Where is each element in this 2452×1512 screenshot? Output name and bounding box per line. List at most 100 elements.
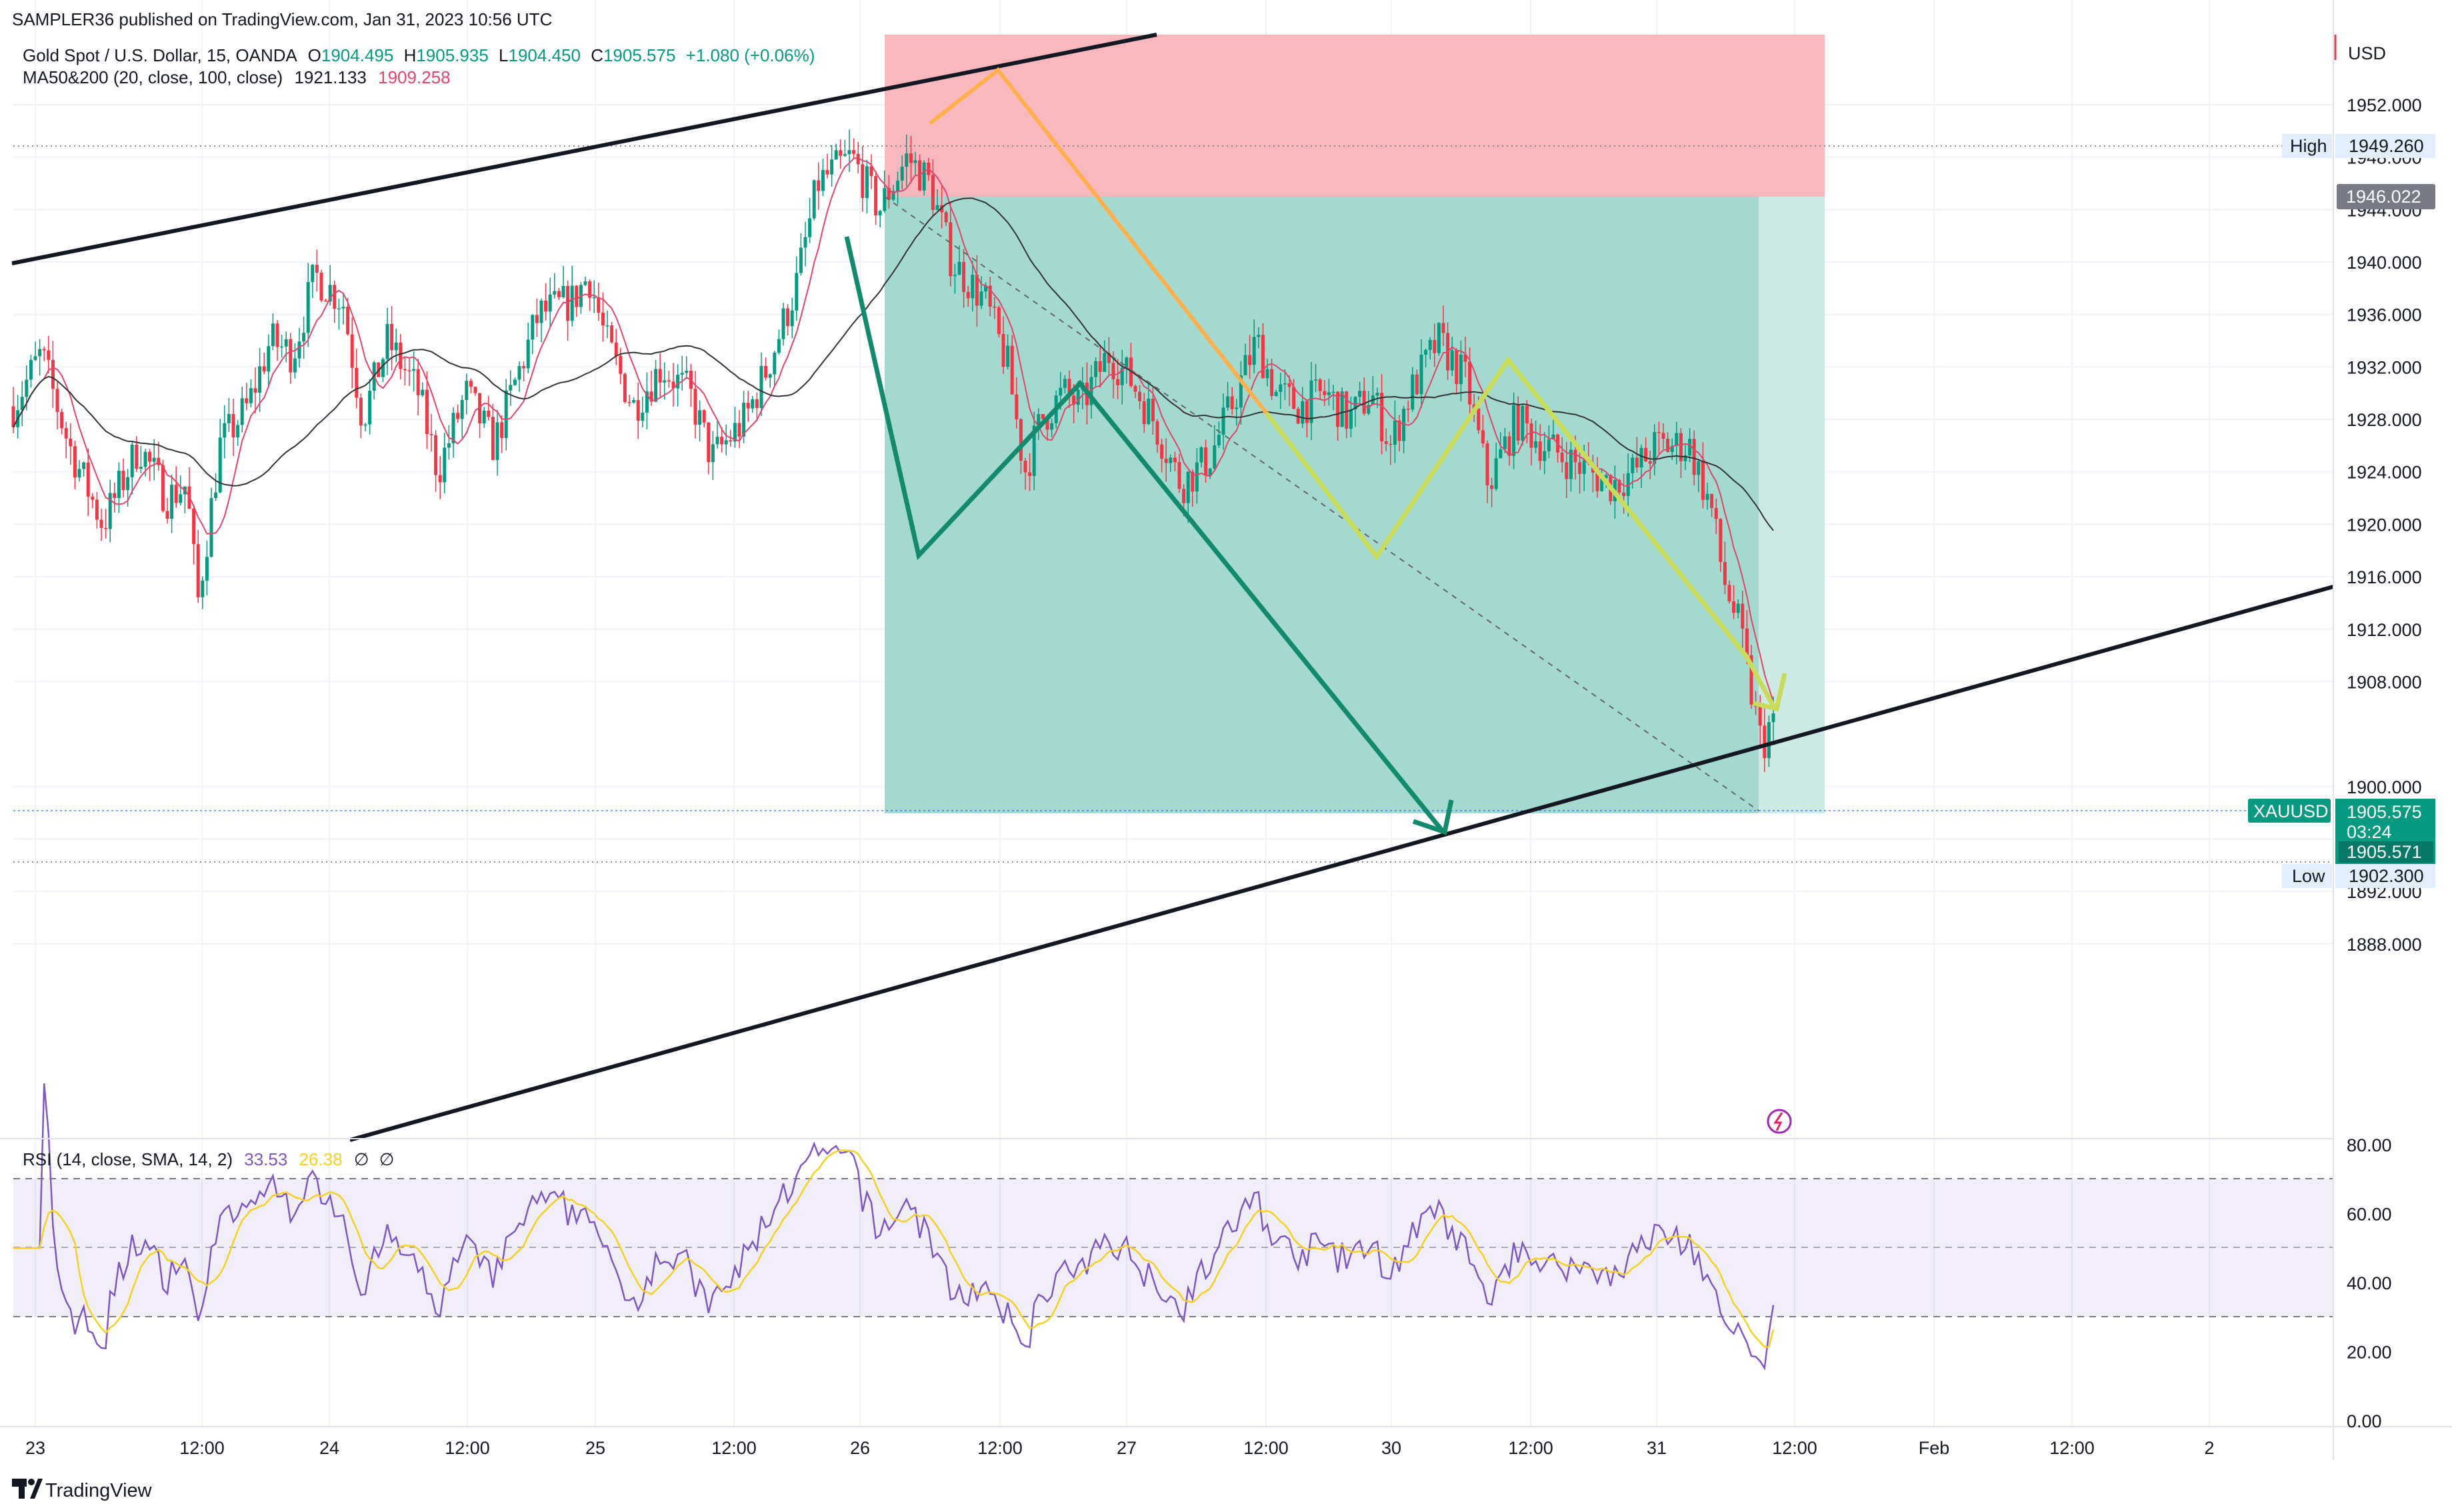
candle-body [1732, 601, 1736, 613]
candle-body [1164, 458, 1168, 463]
candle-body [108, 493, 112, 529]
candle-body [883, 188, 887, 211]
candle-body [253, 388, 257, 393]
candle-body [913, 160, 917, 163]
candle-body [1437, 323, 1441, 353]
candle-body [143, 451, 147, 467]
candle-body [685, 371, 689, 373]
ticker-label: XAUUSD [2253, 801, 2329, 821]
candle-body [1653, 432, 1657, 464]
candle-body [1336, 391, 1340, 427]
candle-body [1270, 369, 1274, 396]
candle-body [1323, 391, 1327, 395]
candle-body [1059, 387, 1063, 396]
time-axis[interactable]: 23 12:00 24 12:00 25 12:00 26 12:00 27 12:00 30 12:… [25, 1438, 2215, 1458]
candle-body [1529, 423, 1533, 448]
entry-marker-value: 1946.022 [2346, 187, 2421, 207]
candle-body [179, 494, 183, 503]
candle-body [962, 261, 966, 292]
candle-body [623, 373, 627, 402]
time-axis-label: 25 [585, 1438, 605, 1458]
candle-body [465, 381, 469, 401]
candle-body [60, 411, 64, 429]
candle-body [1283, 383, 1287, 385]
candle-body [1252, 337, 1256, 365]
candle-body [627, 401, 631, 403]
candle-body [42, 349, 46, 351]
candle-body [1362, 391, 1366, 414]
candle-body [491, 417, 495, 460]
time-axis-label: 2 [2204, 1438, 2214, 1458]
candle-body [1195, 462, 1199, 492]
candle-body [407, 370, 411, 372]
candle-body [583, 281, 587, 285]
candle-body [509, 385, 513, 391]
rsi-legend-v2: 26.38 [299, 1149, 343, 1169]
candle-body [1292, 387, 1296, 409]
candle-body [1626, 473, 1630, 497]
candle-body [1257, 335, 1261, 337]
candle-body [759, 365, 763, 409]
projection-yellow [1265, 356, 1777, 710]
rsi-axis[interactable]: 80.00 60.00 40.00 20.00 0.00 [2347, 1135, 2392, 1431]
candle-body [548, 294, 552, 312]
tradingview-logo[interactable]: TradingView [12, 1479, 153, 1501]
candle-body [693, 389, 697, 425]
candle-body [522, 366, 526, 369]
time-axis-label: 12:00 [711, 1438, 757, 1458]
candle-body [1001, 333, 1005, 367]
candle-body [469, 381, 473, 387]
candle-body [561, 285, 565, 297]
candle-body [47, 350, 51, 360]
candle-body [830, 159, 834, 175]
candle-body [1631, 457, 1635, 473]
candle-body [605, 325, 609, 327]
candle-body [953, 275, 957, 277]
lightning-alert-icon[interactable] [1767, 1109, 1792, 1134]
candle-body [1133, 386, 1137, 392]
candle-body [443, 447, 447, 483]
candle-body [1503, 436, 1507, 449]
candle-body [20, 397, 24, 411]
candle-body [993, 306, 997, 308]
candle-body [1138, 391, 1142, 401]
candle-body [293, 358, 297, 373]
candle-body [1697, 461, 1701, 475]
projection-dashed-line [884, 196, 1759, 811]
candle-body [504, 390, 508, 439]
candle-body [1692, 439, 1696, 475]
last-price-marker: XAUUSD 1905.575 03:24 1905.571 [2248, 799, 2435, 864]
time-axis-label: 27 [1117, 1438, 1137, 1458]
candle-body [1450, 350, 1454, 371]
channel-upper-line [11, 33, 1157, 265]
candle-body [1569, 449, 1573, 479]
candle-body [790, 310, 794, 327]
candle-body [139, 467, 143, 469]
candle-body [1639, 447, 1643, 468]
close-value: 1905.575 [603, 45, 675, 65]
open-value: 1904.495 [321, 45, 393, 65]
candle-body [931, 175, 935, 210]
candle-body [174, 485, 178, 503]
candle-body [1186, 471, 1190, 503]
ma-legend-label: MA50&200 (20, close, 100, close) [23, 67, 283, 87]
candle-body [117, 471, 121, 499]
candle-body [843, 154, 847, 156]
countdown-value: 03:24 [2347, 822, 2392, 842]
candle-body [729, 440, 733, 442]
candle-body [1512, 405, 1516, 456]
candle-body [1041, 414, 1045, 419]
candle-body [1393, 420, 1397, 445]
candle-body [878, 211, 882, 216]
candle-body [1142, 401, 1146, 424]
entry-marker: 1946.022 [2337, 184, 2435, 209]
candle-body [1771, 713, 1775, 723]
candle-body [949, 222, 953, 277]
candle-body [1287, 383, 1291, 387]
candle-body [1600, 478, 1604, 491]
candle-body [1340, 391, 1344, 427]
candle-body [302, 333, 306, 342]
candle-body [781, 308, 785, 339]
candle-body [1622, 492, 1626, 497]
